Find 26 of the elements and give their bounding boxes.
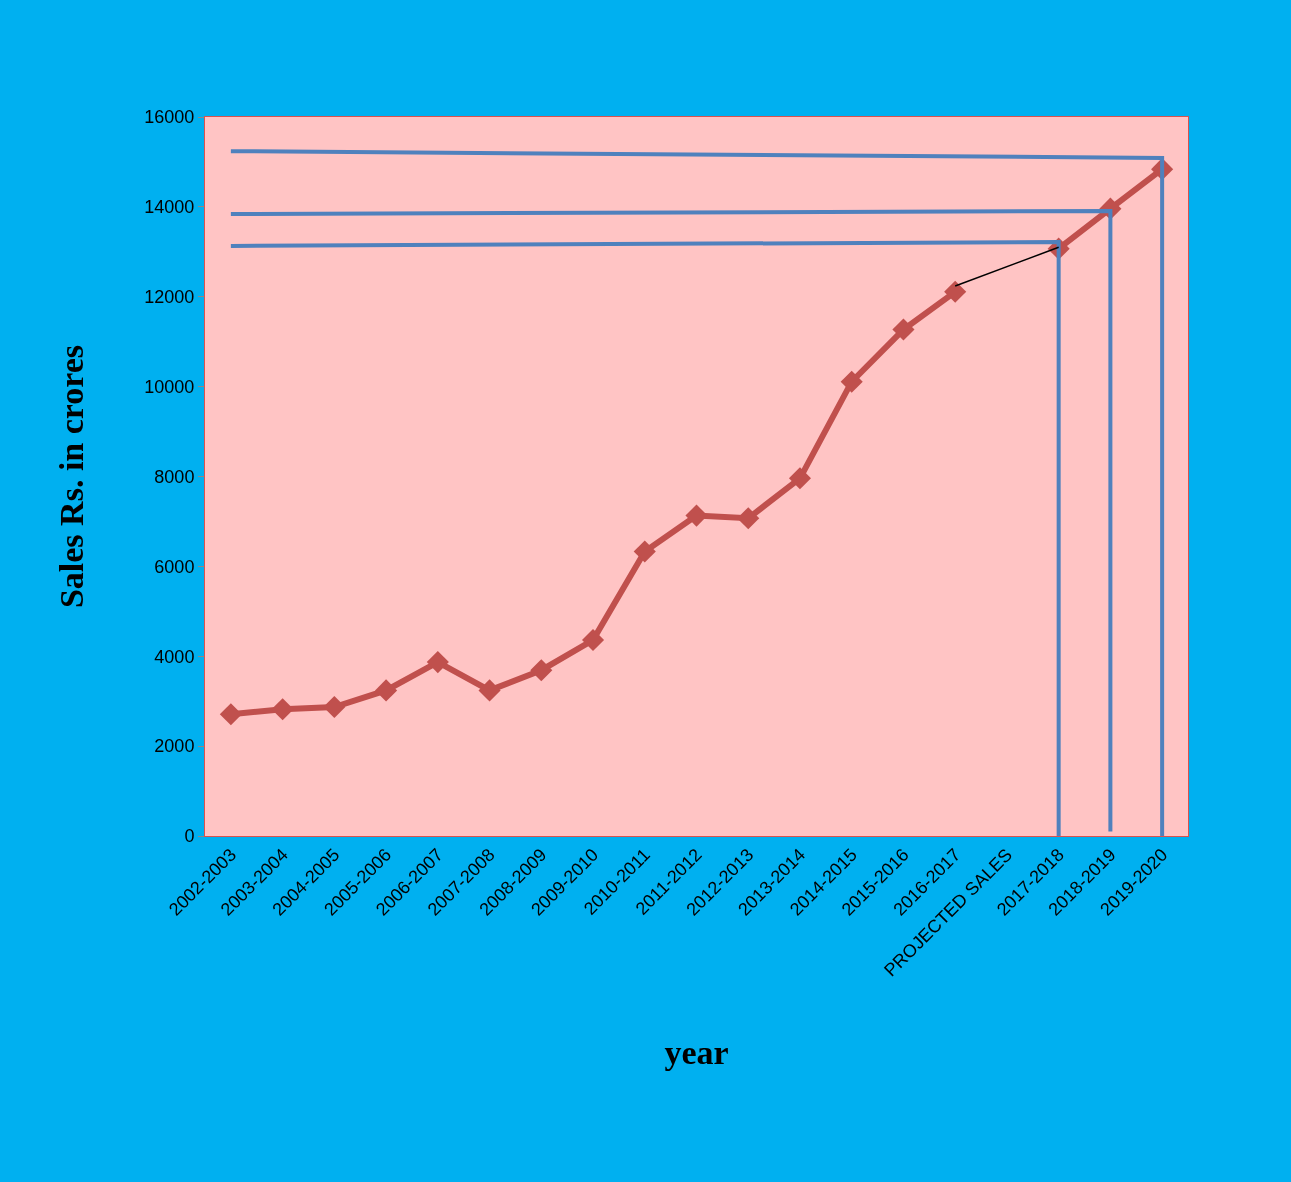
y-axis-title: Sales Rs. in crores <box>52 344 90 609</box>
y-tick-label: 12000 <box>144 287 195 308</box>
y-tick-label: 2000 <box>154 736 195 757</box>
y-tick-label: 10000 <box>144 376 195 397</box>
point <box>426 651 449 674</box>
y-tick-label: 16000 <box>144 107 195 128</box>
y-tick-label: 14000 <box>144 197 195 218</box>
point <box>581 629 605 652</box>
y-tick-label: 0 <box>184 826 195 847</box>
y-tick-label: 4000 <box>154 646 195 667</box>
point <box>633 540 656 563</box>
y-tick-label: 8000 <box>154 466 195 487</box>
point <box>737 507 760 530</box>
point <box>323 695 346 719</box>
point <box>530 659 553 682</box>
point <box>478 679 501 702</box>
point <box>840 370 863 393</box>
point <box>375 679 398 702</box>
point <box>271 698 294 721</box>
point <box>685 504 708 527</box>
x-axis-title: year <box>664 1033 729 1071</box>
y-tick-label: 6000 <box>154 556 195 577</box>
point <box>788 467 812 490</box>
point <box>219 703 242 726</box>
point <box>892 318 915 341</box>
point <box>944 280 967 303</box>
